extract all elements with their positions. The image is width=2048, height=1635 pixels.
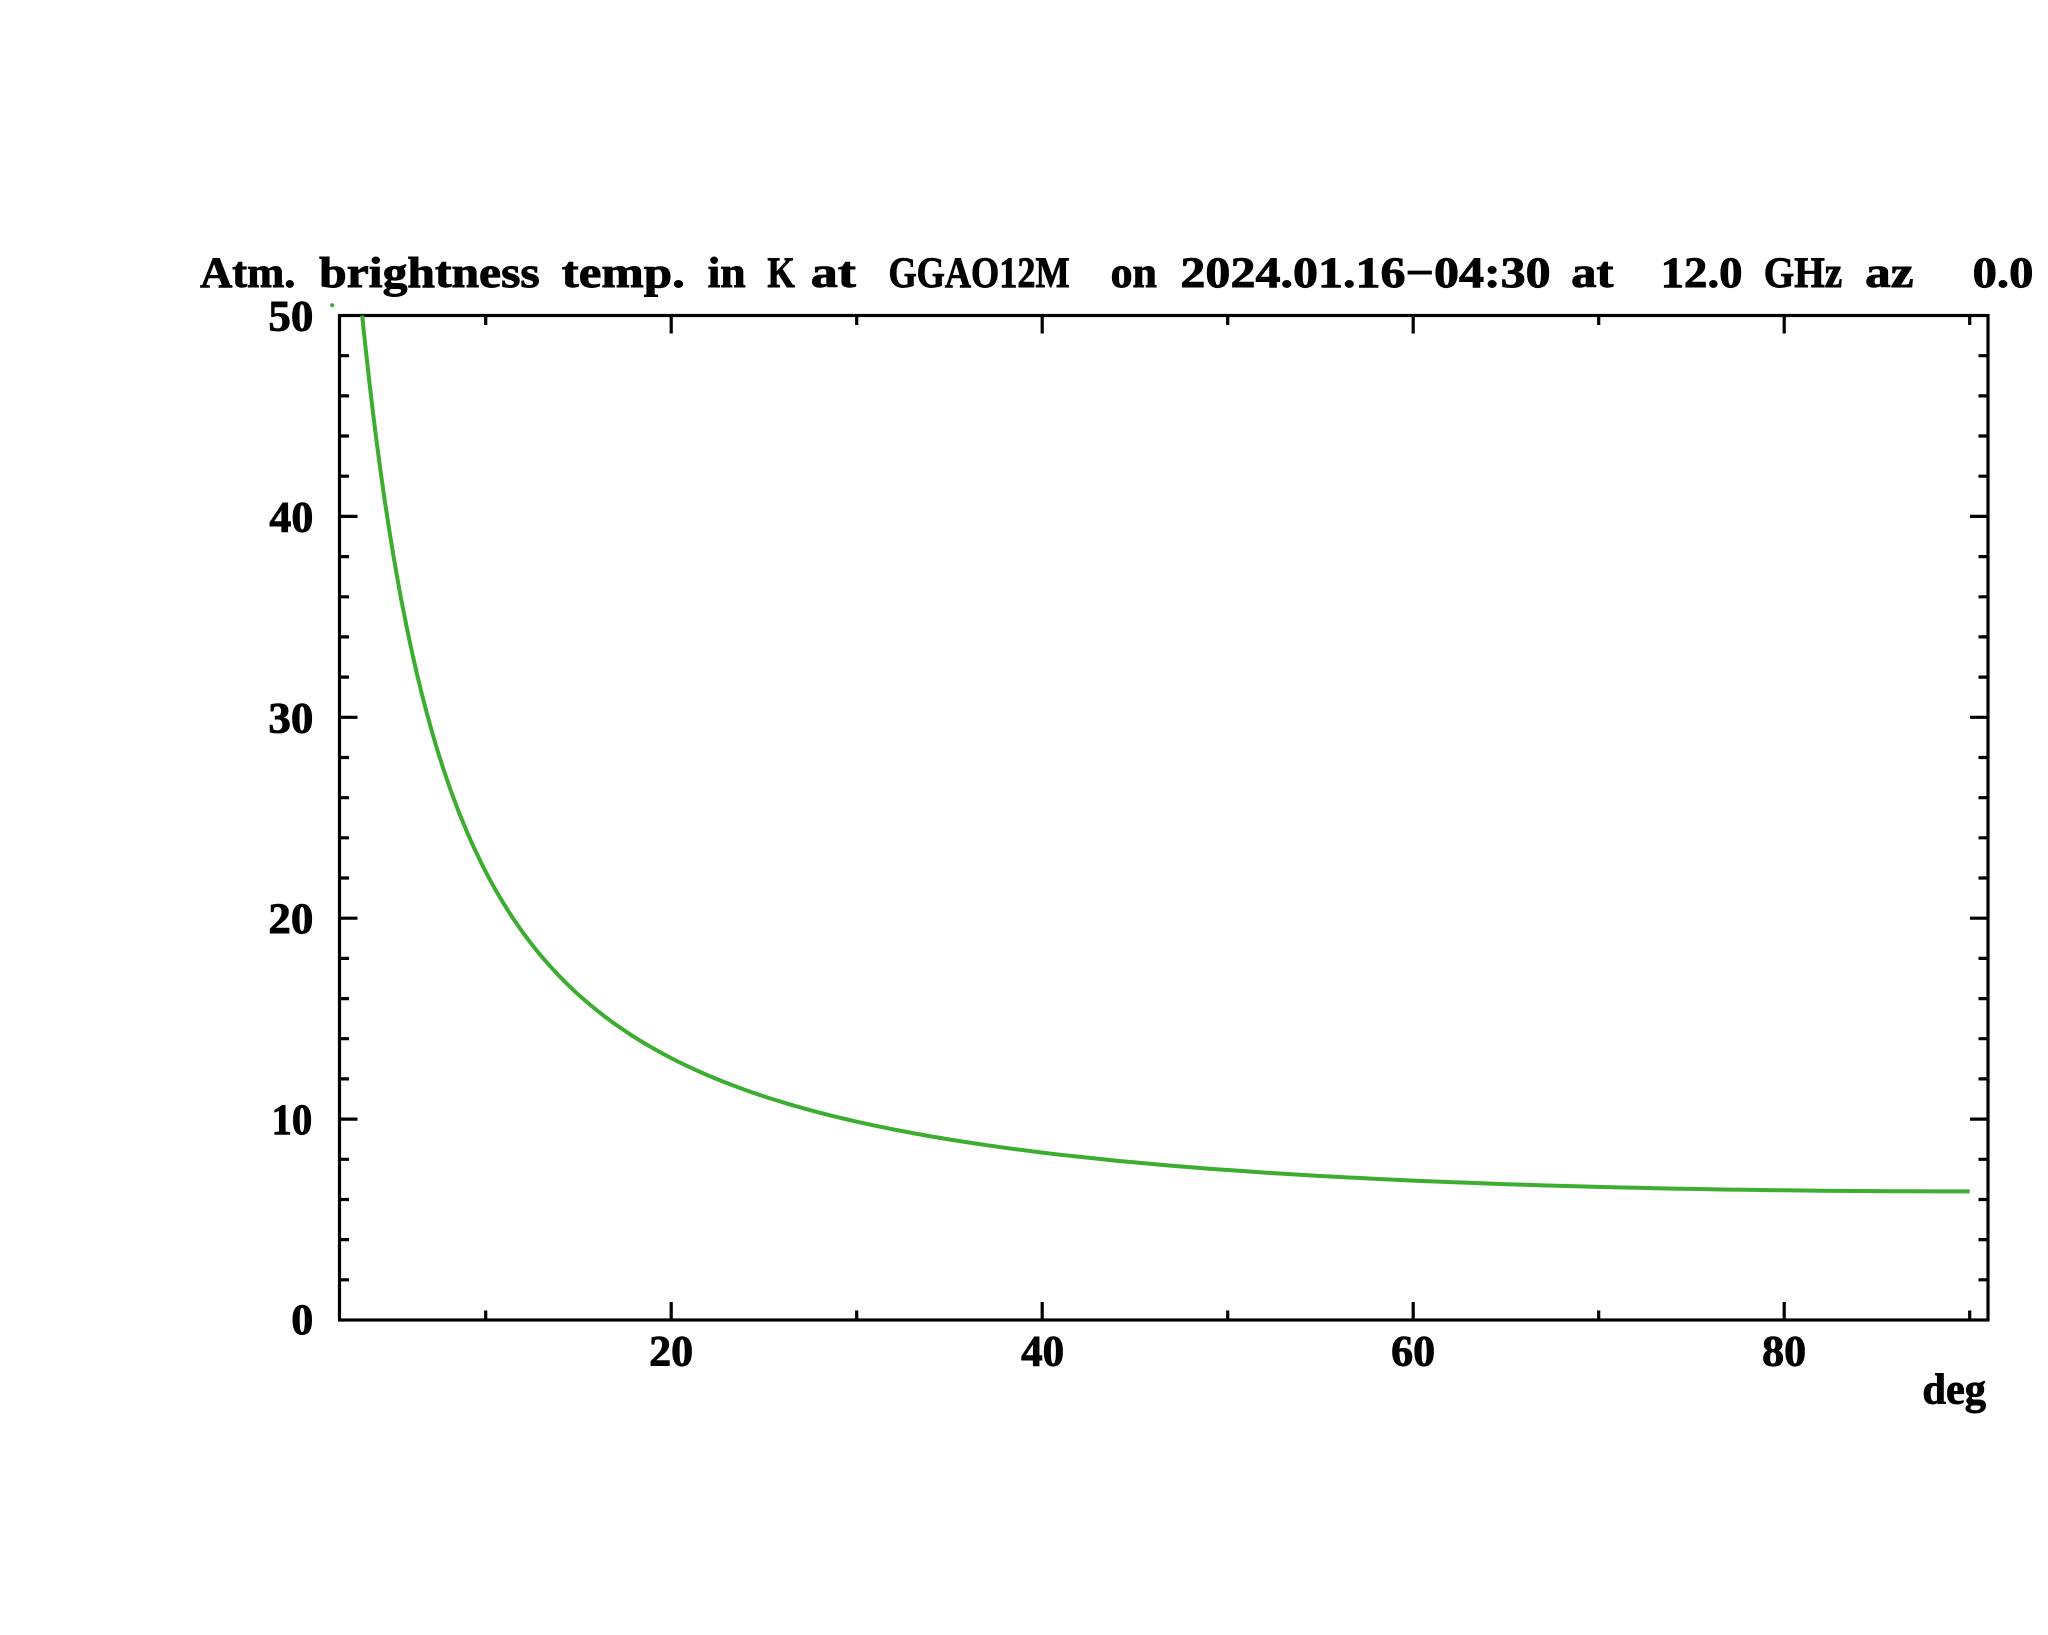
svg-text:in: in xyxy=(708,249,746,297)
svg-text:on: on xyxy=(1111,249,1157,297)
svg-text:brightness: brightness xyxy=(319,249,540,297)
svg-text:az: az xyxy=(1865,249,1913,297)
svg-text:12.0: 12.0 xyxy=(1661,249,1743,297)
svg-text:deg: deg xyxy=(1922,1366,1986,1414)
svg-text:30: 30 xyxy=(268,694,313,742)
svg-text:0.0: 0.0 xyxy=(1973,249,2034,297)
svg-text:GHz: GHz xyxy=(1764,249,1843,297)
svg-text:20: 20 xyxy=(268,895,313,943)
svg-text:Atm.: Atm. xyxy=(200,249,295,297)
svg-text:K: K xyxy=(767,249,794,297)
svg-text:10: 10 xyxy=(272,1096,313,1144)
svg-text:80: 80 xyxy=(1762,1328,1806,1376)
svg-text:at: at xyxy=(1571,249,1614,297)
svg-text:60: 60 xyxy=(1391,1328,1435,1376)
svg-text:50: 50 xyxy=(268,293,313,341)
svg-text:temp.: temp. xyxy=(562,249,685,297)
svg-text:40: 40 xyxy=(1021,1328,1064,1376)
svg-text:40: 40 xyxy=(269,493,313,541)
svg-text:0: 0 xyxy=(291,1296,313,1344)
svg-text:20: 20 xyxy=(649,1328,693,1376)
svg-text:2024.01.16−04:30: 2024.01.16−04:30 xyxy=(1180,249,1550,297)
svg-text:at: at xyxy=(811,249,857,297)
svg-text:GGAO12M: GGAO12M xyxy=(888,249,1069,297)
